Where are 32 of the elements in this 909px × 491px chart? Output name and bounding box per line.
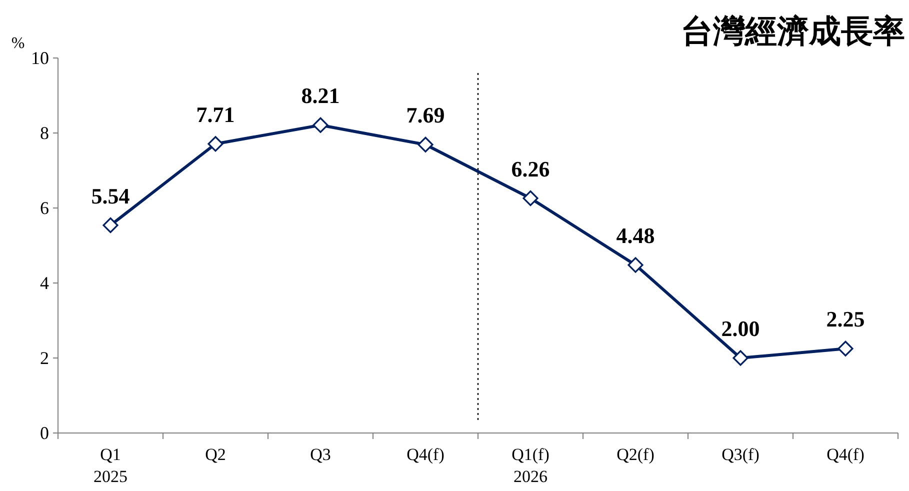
x-tick-label: Q1 2025 [94, 445, 128, 486]
text: 2.00 [721, 316, 760, 341]
y-tick-label: 4 [40, 273, 49, 293]
y-tick-label: 0 [40, 423, 49, 443]
x-tick-label: Q4(f) [826, 445, 864, 464]
point [628, 257, 644, 273]
y-tick-label: 2 [40, 348, 49, 368]
y-tick-label: 6 [40, 198, 49, 218]
chart-title: 台灣經濟成長率 [681, 13, 905, 49]
y-tick-label: 10 [31, 48, 49, 68]
point [208, 136, 224, 152]
x-tick-label: Q2(f) [616, 445, 654, 464]
text: 2.25 [826, 306, 865, 332]
point [418, 136, 434, 152]
point [522, 190, 538, 206]
point [732, 350, 748, 366]
x-tick-label: Q4(f) [406, 445, 444, 464]
x-tick-label: Q1(f) 2026 [512, 445, 550, 486]
x-tick-label: Q3 [310, 445, 331, 464]
x-tick-label: Q2 [205, 445, 226, 464]
x-tick-label: Q3(f) [722, 445, 760, 464]
text: 5.54 [91, 183, 130, 208]
text: 7.71 [196, 102, 235, 127]
point [838, 340, 854, 356]
text: 8.21 [301, 83, 340, 108]
text: 7.69 [406, 102, 445, 128]
text: 4.48 [616, 223, 655, 248]
y-tick-label: 8 [40, 123, 49, 143]
point [312, 117, 328, 133]
text: 6.26 [511, 156, 550, 182]
y-axis-title: % [11, 35, 25, 52]
point [102, 217, 118, 234]
